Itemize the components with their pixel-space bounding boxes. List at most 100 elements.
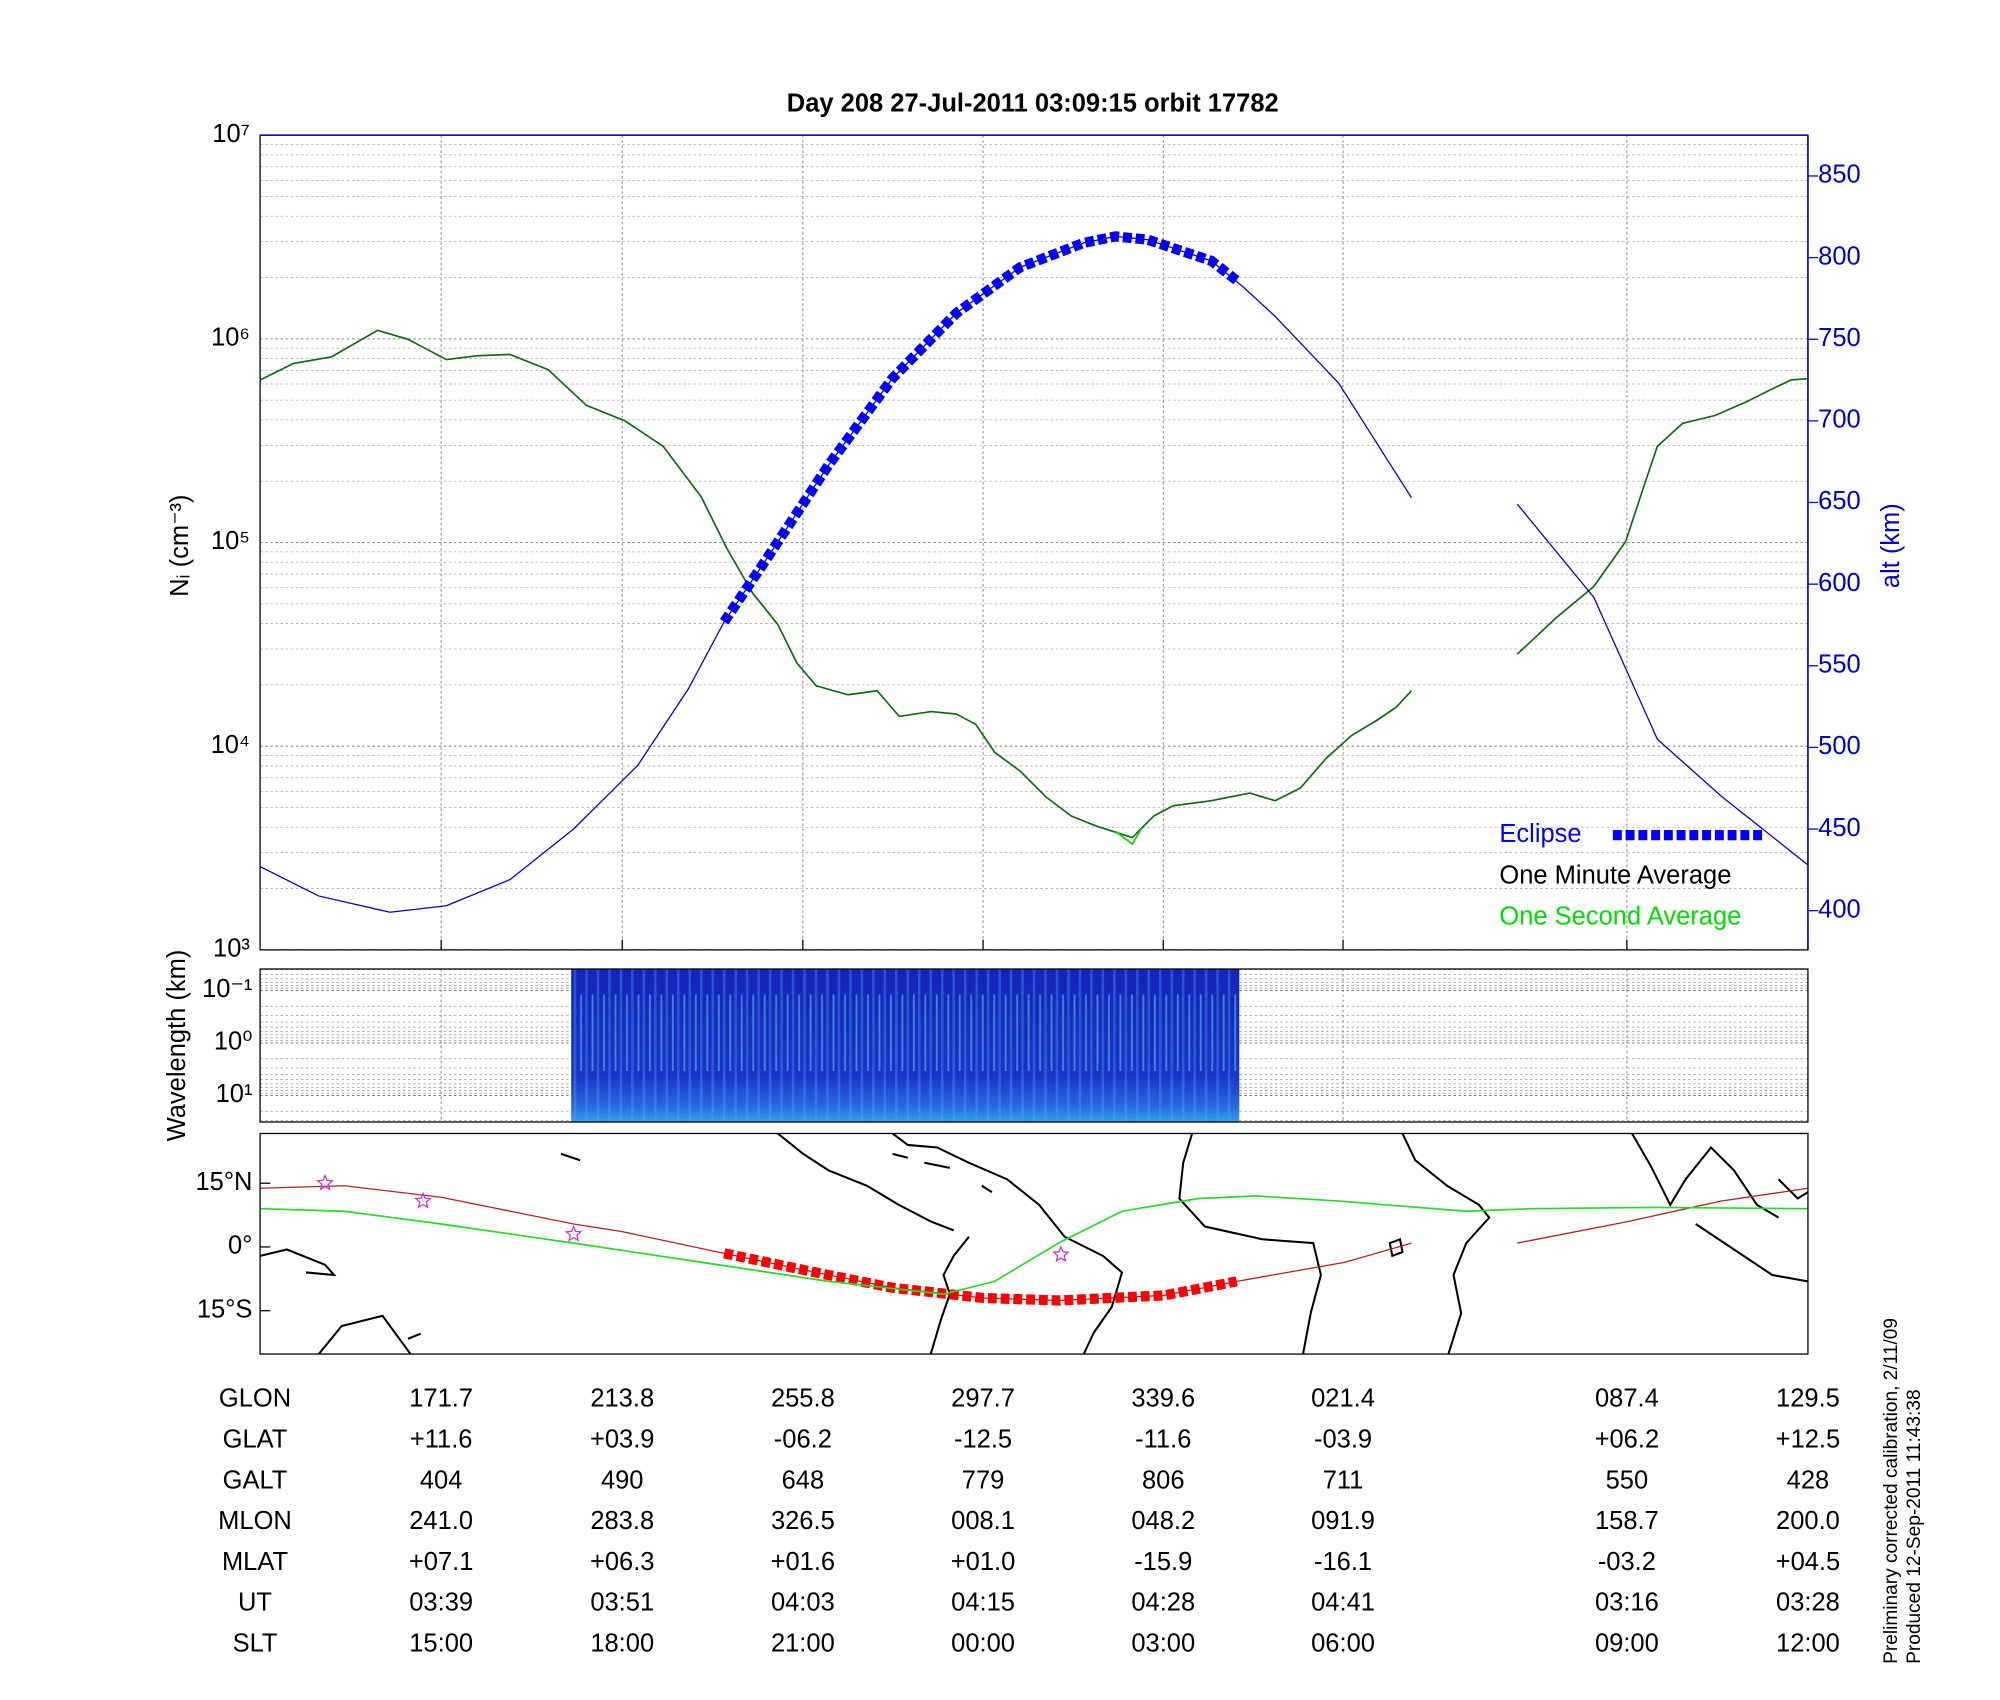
y-axis-label: Wavelength (km) xyxy=(163,950,191,1142)
table-cell: 213.8 xyxy=(590,1385,654,1413)
legend-label: Eclipse xyxy=(1499,820,1581,848)
y2-tick-label: 650 xyxy=(1818,487,1861,515)
series-line xyxy=(260,1195,1808,1295)
table-cell: 326.5 xyxy=(771,1507,835,1535)
coastline xyxy=(1388,1237,1404,1258)
legend-label: One Second Average xyxy=(1499,903,1741,931)
table-cell: 008.1 xyxy=(951,1507,1015,1535)
table-cell: +01.0 xyxy=(951,1548,1016,1576)
table-cell: 171.7 xyxy=(409,1385,473,1413)
table-cell: 779 xyxy=(962,1466,1005,1494)
table-cell: +03.9 xyxy=(590,1425,655,1453)
table-cell: 404 xyxy=(420,1466,463,1494)
series-line xyxy=(259,329,1809,839)
table-cell: 00:00 xyxy=(951,1629,1015,1657)
legend-label: One Minute Average xyxy=(1499,861,1731,889)
note: Produced 12-Sep-2011 11:43:38 xyxy=(1904,1389,1925,1663)
coastline xyxy=(1178,1133,1322,1355)
table-cell: 04:15 xyxy=(951,1589,1015,1617)
y-tick-label: 15°N xyxy=(195,1168,252,1196)
coastline xyxy=(777,1133,955,1232)
table-cell: -11.6 xyxy=(1135,1425,1191,1453)
y-tick-label: 10⁰ xyxy=(214,1028,253,1056)
table-cell: 550 xyxy=(1606,1466,1649,1494)
series-line xyxy=(1114,828,1143,846)
y-tick-label: 15°S xyxy=(197,1295,253,1323)
y2-tick-label: 850 xyxy=(1818,161,1861,189)
table-cell: 648 xyxy=(782,1466,825,1494)
table-cell: 03:39 xyxy=(409,1589,473,1617)
table-row-label: UT xyxy=(238,1589,272,1617)
table-cell: 091.9 xyxy=(1311,1507,1375,1535)
y-tick-label: 10⁻¹ xyxy=(202,975,252,1003)
table-cell: -12.5 xyxy=(954,1425,1012,1453)
coastline xyxy=(892,1152,993,1193)
table-row-label: MLAT xyxy=(222,1548,288,1576)
table-cell: -16.1 xyxy=(1314,1548,1372,1576)
coastline xyxy=(891,1133,1124,1355)
table-cell: 241.0 xyxy=(409,1507,473,1535)
star-marker xyxy=(316,1173,334,1191)
axes-frame xyxy=(259,1132,1809,1355)
table-cell: 06:00 xyxy=(1311,1629,1375,1657)
star-marker xyxy=(414,1191,432,1209)
table-cell: 711 xyxy=(1323,1466,1364,1494)
table-cell: 428 xyxy=(1787,1466,1830,1494)
table-cell: 03:00 xyxy=(1131,1629,1195,1657)
y2-tick-label: 500 xyxy=(1818,732,1861,760)
table-cell: 158.7 xyxy=(1595,1507,1659,1535)
table-cell: +06.3 xyxy=(590,1548,655,1576)
series-line xyxy=(260,1185,1809,1302)
table-cell: 03:28 xyxy=(1776,1589,1840,1617)
coastline xyxy=(260,1152,581,1355)
y2-tick-label: 700 xyxy=(1818,406,1861,434)
note: Preliminary corrected calibration, 2/11/… xyxy=(1881,1318,1902,1664)
y2-tick-label: 400 xyxy=(1818,895,1861,923)
axes-frame xyxy=(259,968,1809,1123)
table-cell: 806 xyxy=(1142,1466,1185,1494)
series-line xyxy=(259,235,1809,913)
star-marker xyxy=(1052,1245,1070,1263)
table-cell: 087.4 xyxy=(1595,1385,1659,1413)
y-tick-label: 10⁴ xyxy=(211,731,250,759)
table-row-label: GALT xyxy=(223,1466,288,1494)
y2-tick-label: 550 xyxy=(1818,651,1861,679)
table-cell: 03:51 xyxy=(590,1589,654,1617)
table-cell: 200.0 xyxy=(1776,1507,1840,1535)
table-cell: +04.5 xyxy=(1776,1548,1841,1576)
table-row-label: MLON xyxy=(218,1507,292,1535)
table-cell: 255.8 xyxy=(771,1385,835,1413)
table-row-label: GLAT xyxy=(223,1425,288,1453)
table-cell: -06.2 xyxy=(774,1425,832,1453)
table-cell: -03.2 xyxy=(1598,1548,1656,1576)
table-cell: 283.8 xyxy=(590,1507,654,1535)
table-cell: +07.1 xyxy=(409,1548,474,1576)
table-cell: 15:00 xyxy=(409,1629,473,1657)
table-cell: 297.7 xyxy=(951,1385,1015,1413)
table-row-label: GLON xyxy=(219,1385,291,1413)
table-cell: 21:00 xyxy=(771,1629,835,1657)
coastline xyxy=(1401,1133,1491,1355)
y-tick-label: 10¹ xyxy=(216,1080,253,1108)
table-cell: 09:00 xyxy=(1595,1629,1659,1657)
table-cell: 04:41 xyxy=(1311,1589,1375,1617)
y2-tick-label: 600 xyxy=(1818,569,1861,597)
table-cell: 04:28 xyxy=(1131,1589,1195,1617)
spectrogram-texture xyxy=(571,969,1240,1122)
coastline xyxy=(929,1236,970,1355)
table-cell: 04:03 xyxy=(771,1589,835,1617)
y-tick-label: 10⁷ xyxy=(212,120,250,148)
y-tick-label: 10³ xyxy=(213,935,250,963)
table-cell: 339.6 xyxy=(1131,1385,1195,1413)
table-cell: 048.2 xyxy=(1131,1507,1195,1535)
chart-title: Day 208 27-Jul-2011 03:09:15 orbit 17782 xyxy=(787,89,1279,117)
table-cell: 03:16 xyxy=(1595,1589,1659,1617)
series-line xyxy=(719,231,1240,625)
table-cell: +12.5 xyxy=(1776,1425,1841,1453)
series-line xyxy=(723,1248,1238,1306)
table-row-label: SLT xyxy=(233,1629,278,1657)
y2-tick-label: 450 xyxy=(1818,814,1861,842)
table-cell: 021.4 xyxy=(1311,1385,1375,1413)
table-cell: -15.9 xyxy=(1134,1548,1192,1576)
